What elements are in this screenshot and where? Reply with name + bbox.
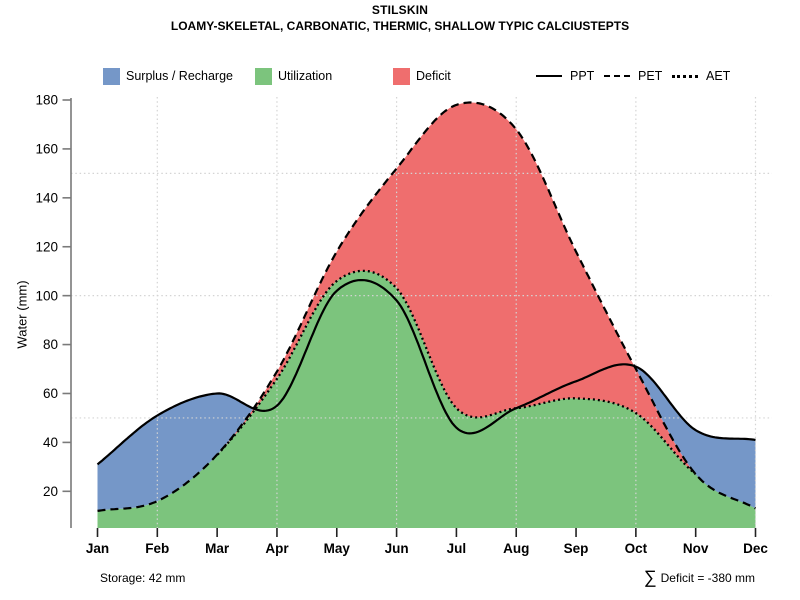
- legend-label-utilization: Utilization: [278, 69, 333, 83]
- legend-label-pet: PET: [638, 69, 663, 83]
- page-title: STILSKIN: [371, 3, 429, 17]
- legend-label-aet: AET: [706, 69, 731, 83]
- svg-text:Feb: Feb: [145, 541, 169, 556]
- svg-text:100: 100: [35, 288, 58, 303]
- utilization-swatch-icon: [255, 67, 272, 85]
- svg-text:Mar: Mar: [205, 541, 230, 556]
- svg-text:160: 160: [35, 142, 58, 157]
- svg-text:Oct: Oct: [625, 541, 648, 556]
- svg-text:Nov: Nov: [683, 541, 709, 556]
- legend-item-ppt: PPT: [536, 66, 594, 86]
- svg-text:60: 60: [43, 386, 58, 401]
- svg-text:Jul: Jul: [447, 541, 467, 556]
- svg-text:80: 80: [43, 337, 58, 352]
- svg-text:Jun: Jun: [385, 541, 409, 556]
- legend-item-deficit: Deficit: [393, 66, 451, 86]
- ppt-line-icon: [536, 75, 562, 77]
- svg-text:Jan: Jan: [86, 541, 109, 556]
- deficit-annotation: ∑ Deficit = -380 mm: [644, 567, 755, 588]
- svg-text:Aug: Aug: [503, 541, 529, 556]
- sigma-icon: ∑: [643, 567, 657, 587]
- storage-annotation: Storage: 42 mm: [100, 571, 186, 585]
- legend-item-surplus: Surplus / Recharge: [103, 66, 233, 86]
- deficit-sum-text: Deficit = -380 mm: [660, 570, 755, 585]
- legend-item-utilization: Utilization: [255, 66, 332, 86]
- pet-line-icon: [604, 75, 630, 77]
- legend-label-deficit: Deficit: [416, 69, 451, 83]
- surplus-swatch-icon: [103, 67, 120, 85]
- legend-item-pet: PET: [604, 66, 662, 86]
- svg-text:20: 20: [43, 484, 58, 499]
- svg-text:140: 140: [35, 190, 58, 205]
- svg-text:May: May: [324, 541, 351, 556]
- legend-item-aet: AET: [672, 66, 730, 86]
- page-subtitle: LOAMY-SKELETAL, CARBONATIC, THERMIC, SHA…: [170, 19, 630, 33]
- legend-label-ppt: PPT: [570, 69, 595, 83]
- svg-text:120: 120: [35, 239, 58, 254]
- svg-text:180: 180: [35, 93, 58, 108]
- svg-text:Sep: Sep: [564, 541, 589, 556]
- legend-label-surplus: Surplus / Recharge: [126, 69, 234, 83]
- svg-text:Dec: Dec: [743, 541, 768, 556]
- aet-line-icon: [672, 74, 698, 78]
- svg-text:40: 40: [43, 435, 58, 450]
- deficit-swatch-icon: [393, 67, 410, 85]
- svg-text:Apr: Apr: [265, 541, 289, 556]
